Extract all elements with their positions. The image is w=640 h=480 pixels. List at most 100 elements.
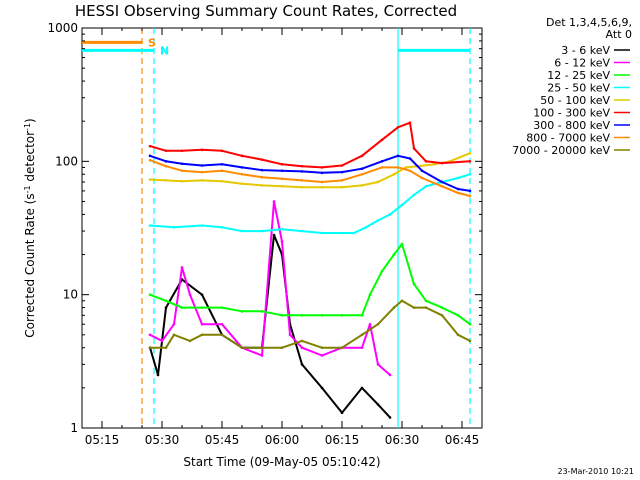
data-point	[288, 333, 292, 337]
data-point	[320, 231, 324, 235]
data-point	[412, 147, 416, 150]
x-tick-label: 06:15	[325, 433, 360, 447]
chart-title: HESSI Observing Summary Count Rates, Cor…	[75, 2, 457, 20]
data-point	[360, 346, 364, 350]
series-line	[149, 173, 471, 234]
data-point	[396, 166, 400, 169]
data-point	[220, 306, 224, 309]
data-point	[280, 177, 284, 181]
data-point	[420, 176, 424, 180]
data-point	[380, 138, 384, 142]
data-point	[164, 306, 168, 309]
data-point	[260, 168, 264, 172]
data-point	[440, 180, 444, 184]
data-point	[340, 170, 344, 174]
y-tick-label: 1000	[47, 21, 78, 35]
data-point	[468, 151, 472, 155]
x-tick-label: 06:00	[265, 433, 300, 447]
x-axis-label: Start Time (09-May-05 05:10:42)	[183, 455, 380, 469]
data-point	[420, 169, 424, 173]
data-point	[388, 373, 392, 377]
data-point	[456, 333, 460, 337]
data-point	[280, 314, 284, 317]
data-point	[200, 179, 204, 182]
data-point	[412, 282, 416, 286]
data-point	[300, 363, 304, 366]
data-point	[340, 411, 344, 415]
chart-marks: SN	[82, 28, 472, 428]
data-point	[320, 314, 324, 317]
data-point	[148, 293, 152, 296]
data-point	[320, 185, 324, 189]
legend-entry-label: 3 - 6 keV	[561, 44, 610, 57]
data-point	[320, 354, 324, 357]
legend-entry-label: 800 - 7000 keV	[526, 132, 610, 145]
data-point	[408, 121, 412, 124]
data-point	[392, 172, 396, 176]
data-point	[240, 229, 244, 233]
legend-entry-label: 100 - 300 keV	[533, 107, 610, 120]
data-point	[400, 203, 404, 207]
data-point	[300, 179, 304, 182]
data-point	[220, 226, 224, 229]
data-point	[456, 314, 460, 317]
data-point	[404, 166, 408, 169]
data-point	[272, 200, 276, 203]
data-point	[200, 148, 204, 152]
data-point	[200, 322, 204, 326]
data-point	[300, 185, 304, 189]
data-point	[456, 187, 460, 191]
data-point	[360, 333, 364, 337]
series-line	[149, 154, 471, 192]
data-point	[188, 339, 192, 343]
data-point	[456, 176, 460, 180]
x-tick-label: 06:45	[445, 433, 480, 447]
data-point	[148, 224, 152, 227]
data-point	[468, 322, 472, 326]
data-point	[240, 182, 244, 185]
data-point	[340, 346, 344, 350]
data-point	[180, 162, 184, 165]
x-tick-label: 05:45	[205, 433, 240, 447]
data-point	[272, 233, 276, 237]
data-point	[260, 354, 264, 357]
data-point	[320, 180, 324, 184]
data-point	[160, 339, 164, 343]
data-point	[320, 171, 324, 175]
data-point	[340, 164, 344, 167]
data-point	[424, 160, 428, 163]
data-point	[164, 299, 168, 303]
attenuator-marker-label: S	[148, 36, 156, 49]
data-point	[392, 306, 396, 309]
data-point	[148, 158, 152, 162]
data-point	[240, 310, 244, 313]
data-point	[220, 322, 224, 326]
data-point	[360, 167, 364, 171]
data-point	[164, 179, 168, 182]
data-point	[400, 299, 404, 303]
data-point	[280, 240, 284, 243]
data-point	[220, 333, 224, 337]
data-point	[260, 175, 264, 179]
data-point	[360, 154, 364, 158]
legend-entry-label: 6 - 12 keV	[554, 57, 610, 70]
data-point	[340, 185, 344, 189]
series-line	[149, 121, 471, 169]
legend-entry-label: 50 - 100 keV	[540, 94, 610, 107]
data-point	[376, 322, 380, 326]
data-point	[380, 269, 384, 273]
data-point	[172, 322, 176, 326]
data-point	[408, 169, 412, 173]
data-point	[280, 169, 284, 173]
footer-timestamp: 23-Mar-2010 10:21	[558, 467, 635, 476]
x-tick-label: 06:30	[385, 433, 420, 447]
data-point	[468, 160, 472, 163]
data-point	[180, 179, 184, 183]
y-tick-label: 100	[55, 154, 78, 168]
data-point	[360, 184, 364, 187]
data-point	[368, 293, 372, 296]
data-point	[440, 184, 444, 188]
data-point	[180, 149, 184, 153]
legend-entry-label: 25 - 50 keV	[547, 82, 610, 95]
